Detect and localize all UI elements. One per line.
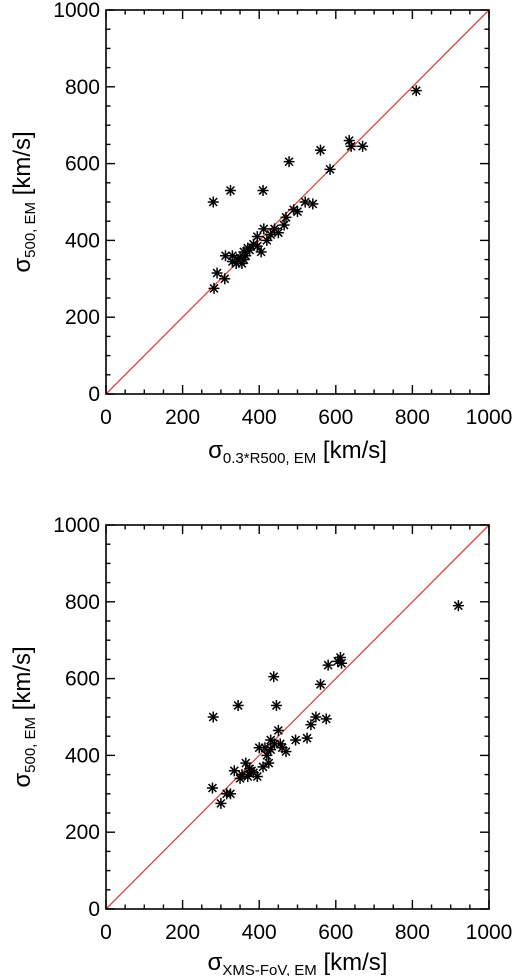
y-tick-label: 400	[65, 744, 100, 767]
y-tick-label: 800	[65, 591, 100, 614]
y-tick-label: 0	[88, 898, 100, 921]
data-point	[258, 223, 270, 235]
y-tick-label: 600	[65, 153, 100, 176]
data-points	[206, 600, 464, 809]
axis-ticks	[105, 9, 490, 395]
x-axis-label: σ0.3*R500, EM [km/s]	[208, 437, 387, 467]
data-point	[305, 719, 317, 731]
data-point	[215, 797, 227, 809]
x-tick-label: 400	[242, 921, 277, 944]
data-point	[324, 163, 336, 175]
data-point	[207, 711, 219, 723]
data-point	[290, 734, 302, 746]
data-point	[228, 765, 240, 777]
data-point	[307, 198, 319, 210]
data-point	[265, 734, 277, 746]
scatter-panel-top: 0 200 400 600 800 1000 0 200 400 600 800 1000 σ0.3…	[9, 0, 512, 467]
x-tick-label: 600	[318, 406, 353, 429]
data-point	[320, 713, 332, 725]
data-point	[280, 211, 292, 223]
data-point	[299, 196, 311, 208]
data-point	[238, 254, 250, 266]
x-tick-label: 800	[395, 921, 430, 944]
x-tick-label: 200	[165, 921, 200, 944]
data-point	[278, 219, 290, 231]
x-tick-label: 800	[395, 406, 430, 429]
data-point	[272, 724, 284, 736]
data-point	[234, 772, 246, 784]
data-point	[240, 757, 252, 769]
data-point	[219, 273, 231, 285]
data-point	[224, 184, 236, 196]
x-tick-label: 600	[318, 921, 353, 944]
x-tick-label: 0	[100, 406, 112, 429]
y-tick-label: 800	[65, 76, 100, 99]
data-point	[232, 699, 244, 711]
x-tick-label: 400	[242, 406, 277, 429]
data-point	[357, 140, 369, 152]
x-tick-label: 0	[100, 921, 112, 944]
y-axis-label: σ500, EM [km/s]	[9, 646, 39, 787]
scatter-panel-bottom: 0 200 400 600 800 1000 0 200 400 600 800 1000 σXMS…	[9, 514, 512, 976]
x-tick-labels: 0 200 400 600 800 1000	[100, 406, 512, 429]
data-point	[206, 782, 218, 794]
data-point	[251, 231, 263, 243]
data-point	[272, 227, 284, 239]
data-point	[257, 184, 269, 196]
data-point	[410, 85, 422, 97]
y-axis-label: σ500, EM [km/s]	[9, 131, 39, 272]
data-point	[246, 765, 258, 777]
x-tick-label: 1000	[466, 921, 513, 944]
data-point	[265, 744, 277, 756]
data-point	[314, 678, 326, 690]
data-point	[257, 761, 269, 773]
data-point	[336, 657, 348, 669]
data-point	[224, 788, 236, 800]
data-point	[345, 140, 357, 152]
data-point	[265, 229, 277, 241]
x-tick-label: 200	[165, 406, 200, 429]
axis-ticks	[105, 524, 490, 910]
data-point	[301, 732, 313, 744]
y-tick-label: 400	[65, 229, 100, 252]
y-tick-label: 1000	[53, 514, 100, 537]
data-point	[263, 757, 275, 769]
data-points	[207, 85, 422, 294]
y-tick-label: 600	[65, 668, 100, 691]
data-point	[310, 711, 322, 723]
data-point	[322, 659, 334, 671]
x-tick-label: 1000	[466, 406, 513, 429]
x-tick-labels: 0 200 400 600 800 1000	[100, 921, 512, 944]
data-point	[283, 156, 295, 168]
data-point	[261, 234, 273, 246]
data-point	[268, 671, 280, 683]
identity-line	[105, 9, 490, 395]
data-point	[292, 206, 303, 218]
y-tick-label: 1000	[53, 0, 100, 22]
data-point	[211, 267, 223, 279]
x-axis-label: σXMS-FoV, EM [km/s]	[208, 949, 388, 976]
y-tick-labels: 0 200 400 600 800 1000	[53, 0, 100, 406]
identity-line	[105, 524, 490, 910]
data-point	[255, 246, 267, 258]
data-point	[226, 256, 238, 268]
y-tick-label: 200	[65, 306, 100, 329]
data-point	[314, 144, 326, 156]
data-point	[452, 600, 464, 612]
data-point	[270, 699, 282, 711]
y-tick-label: 0	[88, 383, 100, 406]
data-point	[253, 742, 265, 754]
y-tick-labels: 0 200 400 600 800 1000	[53, 514, 100, 921]
data-point	[251, 240, 263, 252]
y-tick-label: 200	[65, 821, 100, 844]
data-point	[208, 282, 220, 294]
data-point	[276, 742, 288, 754]
data-point	[207, 196, 219, 208]
